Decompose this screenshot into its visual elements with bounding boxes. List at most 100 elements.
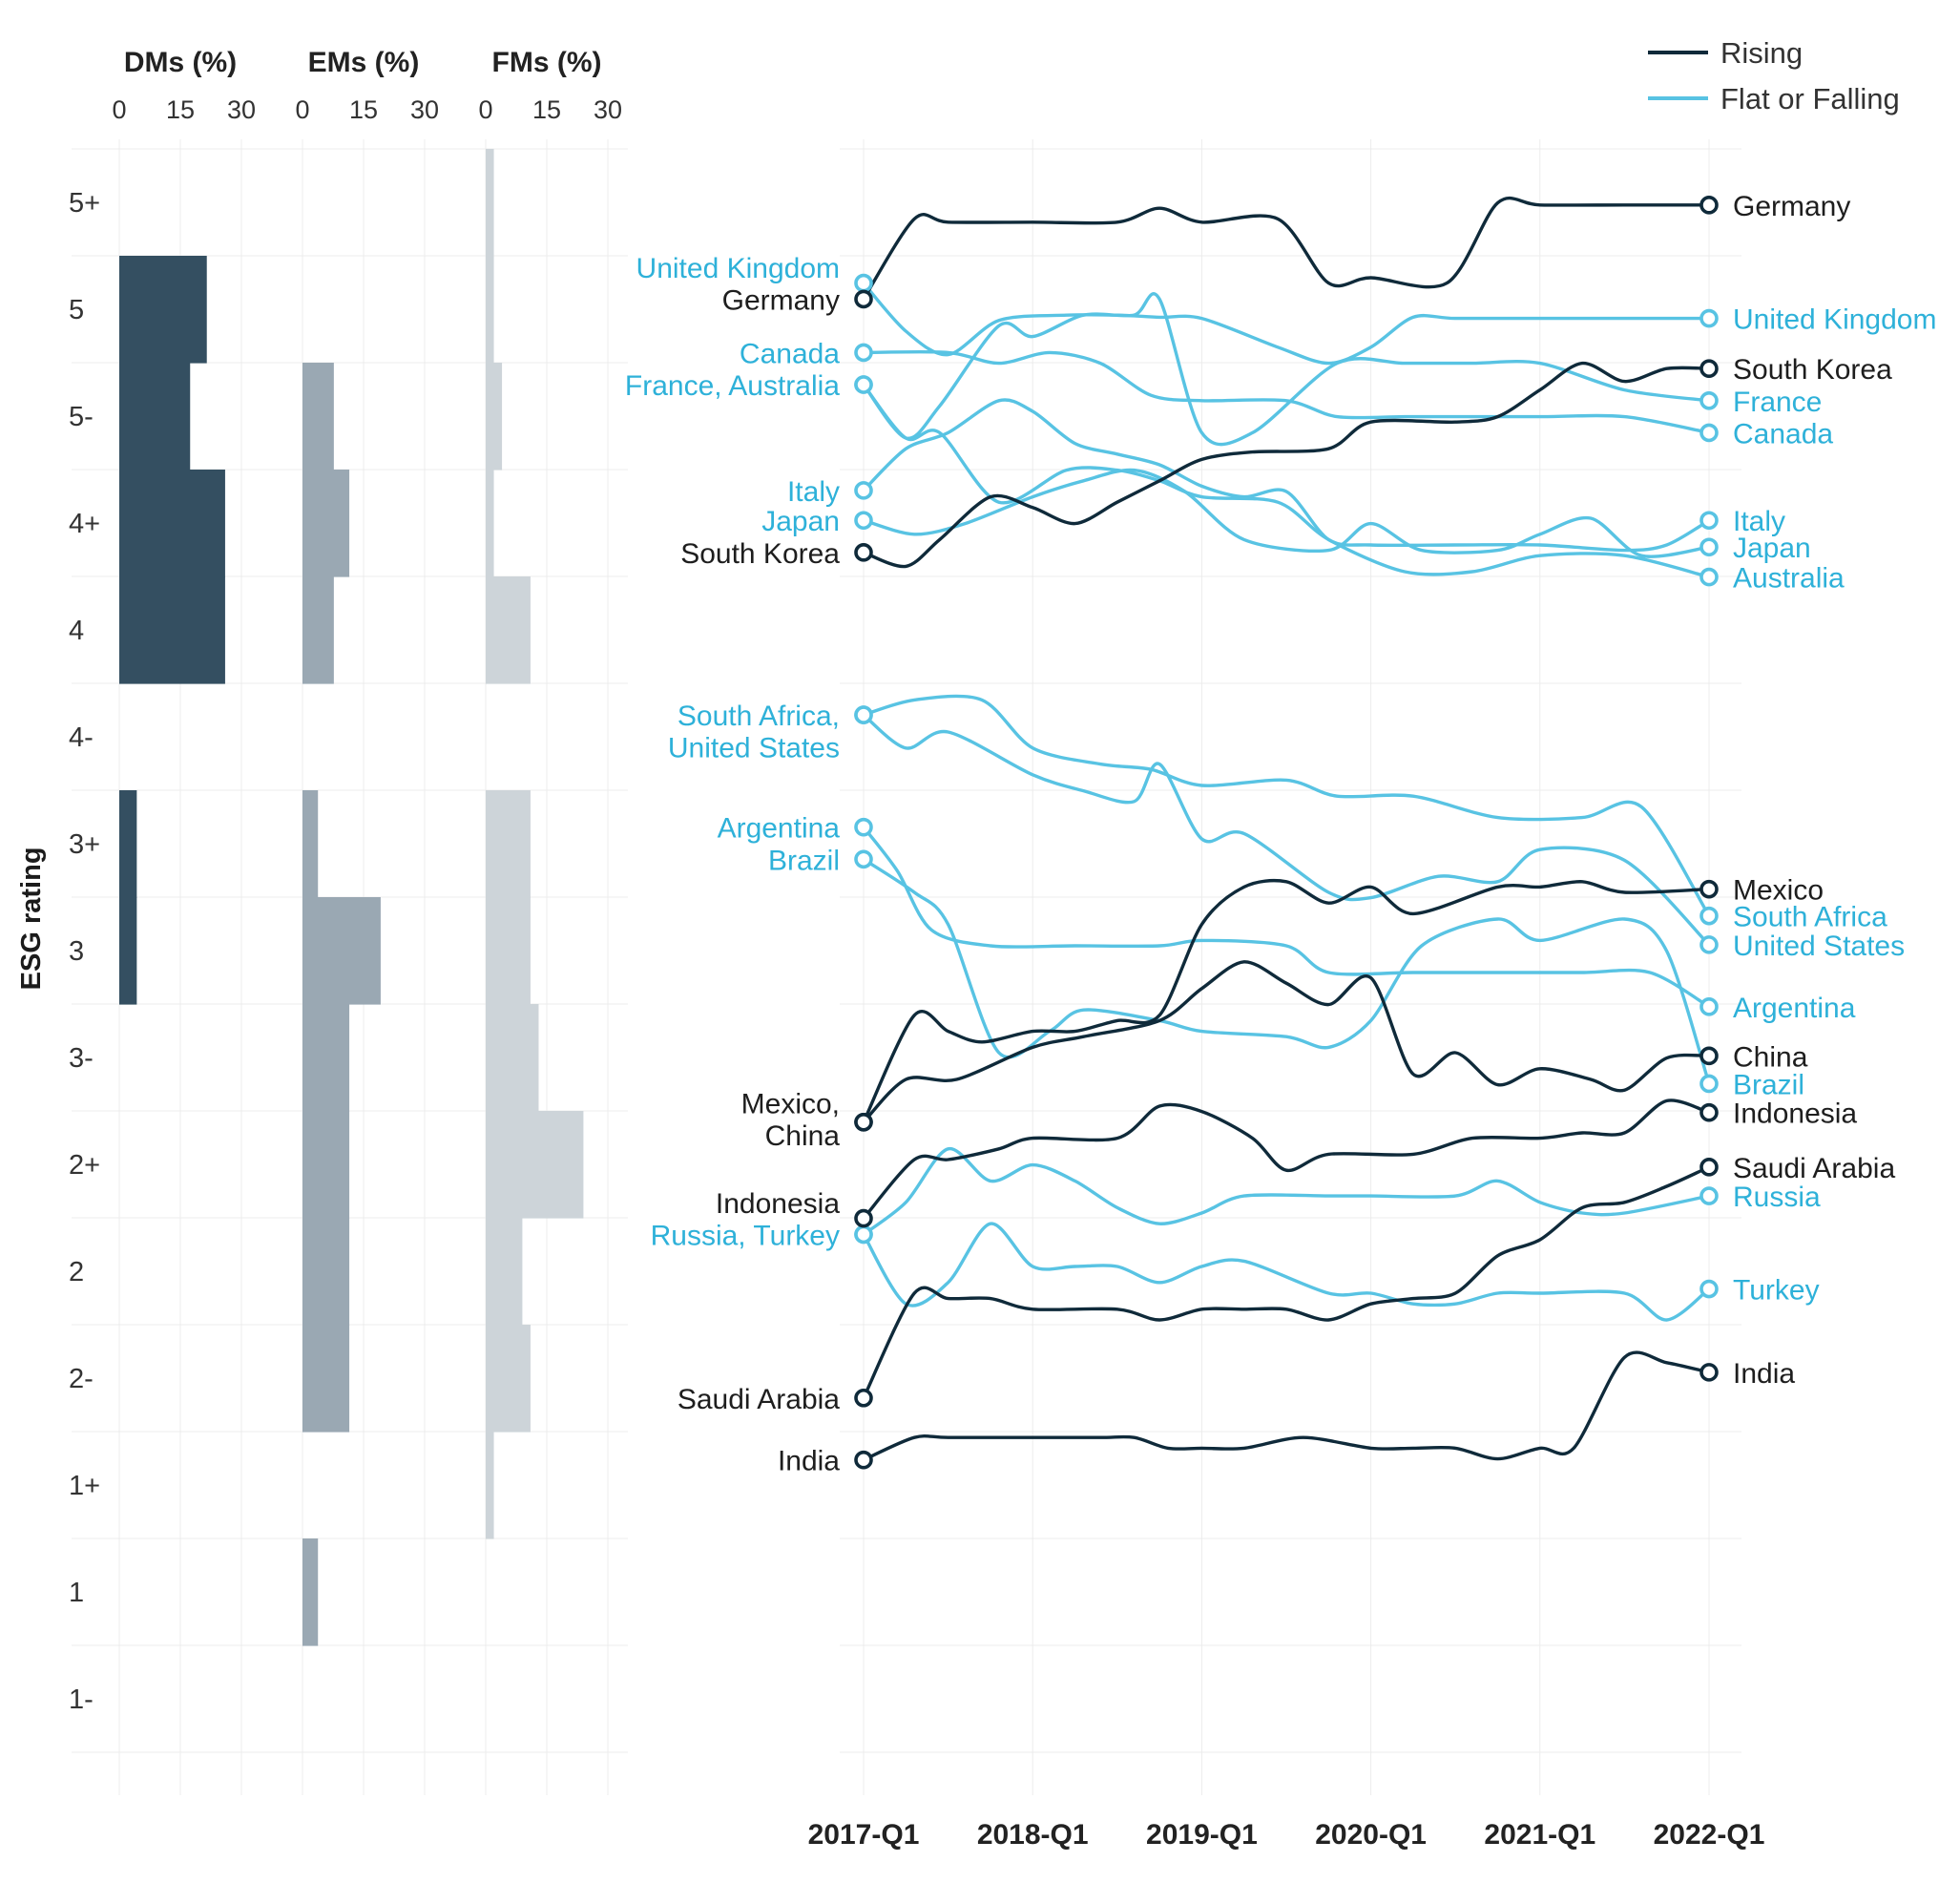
marker-end-brazil — [1699, 1074, 1719, 1094]
rating-label: 4- — [69, 722, 94, 753]
start-label-japan: Japan — [761, 506, 840, 537]
bar-dms-4 — [119, 576, 225, 684]
marker-end-argentina — [1699, 997, 1719, 1016]
rating-label: 2 — [69, 1257, 84, 1287]
x-tick-label: 0 — [295, 95, 309, 124]
end-label-united-kingdom: United Kingdom — [1733, 304, 1936, 336]
marker-start-united-states — [854, 705, 873, 724]
x-axis: 2017-Q1 2018-Q1 2019-Q1 2020-Q1 2021-Q1 2022-… — [808, 1819, 1765, 1851]
rating-label: 1 — [69, 1578, 84, 1608]
marker-start-brazil — [854, 849, 873, 869]
bar-ems-4 — [302, 470, 350, 577]
line-france — [862, 292, 1711, 447]
line-mexico — [862, 878, 1711, 1124]
start-label-south-africa: South Africa, — [678, 701, 840, 732]
marker-start-italy — [854, 481, 873, 500]
bar-fms-3 — [486, 790, 531, 898]
start-label-china: China — [765, 1120, 841, 1152]
bar-fms-5 — [486, 256, 494, 364]
line-argentina — [862, 826, 1711, 1009]
end-label-indonesia: Indonesia — [1733, 1098, 1857, 1130]
x-tick-2022-q1: 2022-Q1 — [1654, 1819, 1765, 1851]
marker-start-turkey — [854, 1224, 873, 1245]
marker-start-united-kingdom — [854, 273, 873, 293]
x-tick-label: 15 — [349, 95, 378, 124]
marker-end-mexico — [1699, 879, 1719, 899]
bar-dms-3 — [119, 790, 137, 898]
rating-label: 3+ — [69, 829, 100, 860]
end-label-italy: Italy — [1733, 506, 1785, 537]
start-label-canada: Canada — [740, 338, 840, 369]
x-tick-label: 0 — [478, 95, 492, 124]
bar-fms-2 — [486, 1325, 531, 1433]
bar-fms-1 — [486, 1432, 494, 1539]
marker-end-australia — [1699, 567, 1719, 587]
end-label-brazil: Brazil — [1733, 1069, 1804, 1100]
line-russia — [862, 1147, 1711, 1237]
line-brazil — [862, 857, 1711, 1086]
end-label-united-states: United States — [1733, 931, 1905, 962]
rating-label: 5 — [69, 295, 84, 325]
rating-label: 1+ — [69, 1471, 100, 1501]
x-tick-2018-q1: 2018-Q1 — [977, 1819, 1089, 1851]
x-tick-label: 0 — [112, 95, 126, 124]
x-tick-2020-q1: 2020-Q1 — [1315, 1819, 1427, 1851]
rating-label: 4+ — [69, 509, 100, 539]
rating-label: 1- — [69, 1684, 94, 1715]
marker-end-china — [1699, 1046, 1719, 1066]
start-label-mexico: Mexico, — [741, 1089, 840, 1120]
line-japan — [862, 468, 1711, 558]
bar-dms-4 — [119, 470, 225, 577]
bar-dms-5 — [119, 363, 191, 471]
legend-label-flat-or-falling: Flat or Falling — [1720, 82, 1900, 115]
start-label-south-korea: South Korea — [680, 538, 840, 570]
bar-ems-3 — [302, 897, 381, 1005]
end-label-mexico: Mexico — [1733, 875, 1824, 907]
marker-start-canada — [854, 343, 873, 363]
line-saudi-arabia — [862, 1165, 1711, 1400]
bar-fms-4 — [486, 576, 531, 684]
marker-start-indonesia — [854, 1208, 873, 1228]
rating-label: 3 — [69, 936, 84, 967]
start-label-russia-turkey: Russia, Turkey — [651, 1220, 840, 1251]
end-label-south-korea: South Korea — [1733, 354, 1892, 386]
marker-start-saudi-arabia — [854, 1388, 873, 1408]
line-indonesia — [862, 1098, 1711, 1221]
start-label-argentina: Argentina — [718, 813, 841, 845]
end-label-germany: Germany — [1733, 191, 1850, 222]
country-rating-lines — [862, 197, 1711, 1462]
line-canada — [862, 349, 1711, 435]
start-label-france-australia: France, Australia — [625, 370, 840, 402]
bar-ems-3 — [302, 790, 319, 898]
bar-ems-2 — [302, 1218, 350, 1326]
rating-label: 2- — [69, 1364, 94, 1394]
bar-fms-5 — [486, 363, 503, 471]
start-label-indonesia: Indonesia — [716, 1188, 840, 1220]
x-tick-label: 15 — [166, 95, 195, 124]
marker-end-france — [1699, 390, 1719, 410]
end-label-south-africa: South Africa — [1733, 902, 1887, 933]
marker-end-germany — [1699, 196, 1719, 215]
marker-end-japan — [1699, 537, 1719, 557]
bar-fms-2 — [486, 1111, 584, 1219]
start-label-saudi-arabia: Saudi Arabia — [678, 1384, 840, 1415]
x-tick-2017-q1: 2017-Q1 — [808, 1819, 920, 1851]
line-china — [862, 960, 1711, 1124]
end-label-russia: Russia — [1733, 1182, 1821, 1213]
marker-end-italy — [1699, 511, 1719, 531]
marker-end-canada — [1699, 423, 1719, 443]
endpoint-markers — [854, 196, 1719, 1470]
end-label-india: India — [1733, 1358, 1795, 1390]
marker-end-indonesia — [1699, 1102, 1719, 1122]
bar-ems-2 — [302, 1111, 350, 1219]
marker-start-south-korea — [854, 543, 873, 562]
bar-fms-3 — [486, 897, 531, 1005]
rating-distribution-bars — [119, 149, 584, 1646]
panel-title-ems: EMs (%) — [308, 47, 420, 78]
bar-ems-4 — [302, 576, 334, 684]
x-tick-2019-q1: 2019-Q1 — [1146, 1819, 1258, 1851]
end-label-canada: Canada — [1733, 418, 1833, 450]
start-label-brazil: Brazil — [768, 845, 840, 876]
